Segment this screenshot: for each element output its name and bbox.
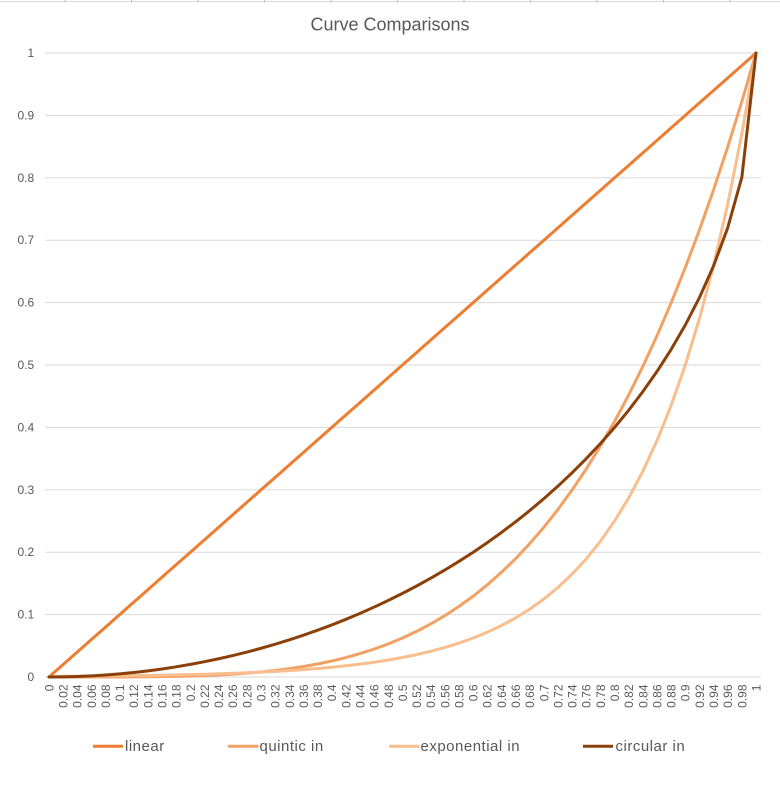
svg-text:0.28: 0.28: [240, 684, 254, 708]
svg-text:0.1: 0.1: [18, 608, 35, 622]
svg-text:linear: linear: [125, 738, 165, 755]
svg-text:0.54: 0.54: [424, 684, 438, 708]
svg-text:0.2: 0.2: [184, 684, 198, 701]
svg-text:0.86: 0.86: [650, 684, 664, 708]
svg-text:0.48: 0.48: [382, 684, 396, 708]
svg-text:0.96: 0.96: [721, 684, 735, 708]
svg-text:0.12: 0.12: [127, 684, 141, 708]
svg-text:0.88: 0.88: [665, 684, 679, 708]
svg-text:0.56: 0.56: [438, 684, 452, 708]
svg-text:1: 1: [749, 684, 763, 691]
svg-text:0.92: 0.92: [693, 684, 707, 708]
svg-text:0.52: 0.52: [410, 684, 424, 708]
svg-text:0.5: 0.5: [18, 358, 35, 372]
svg-text:circular in: circular in: [616, 738, 686, 755]
svg-text:0.4: 0.4: [325, 684, 339, 701]
svg-text:0.9: 0.9: [18, 108, 35, 122]
svg-text:0.46: 0.46: [368, 684, 382, 708]
svg-text:0.8: 0.8: [608, 684, 622, 701]
svg-text:0.84: 0.84: [636, 684, 650, 708]
svg-text:0.2: 0.2: [18, 545, 35, 559]
svg-text:0.3: 0.3: [255, 684, 269, 701]
svg-text:0.44: 0.44: [353, 684, 367, 708]
svg-text:0.14: 0.14: [141, 684, 155, 708]
svg-text:0.16: 0.16: [156, 684, 170, 708]
svg-text:0.64: 0.64: [495, 684, 509, 708]
svg-text:0.82: 0.82: [622, 684, 636, 708]
svg-text:0: 0: [42, 684, 56, 691]
svg-text:0.34: 0.34: [283, 684, 297, 708]
svg-text:0.74: 0.74: [566, 684, 580, 708]
svg-text:0.38: 0.38: [311, 684, 325, 708]
svg-text:0.32: 0.32: [269, 684, 283, 708]
svg-text:quintic in: quintic in: [260, 738, 324, 755]
svg-text:0.76: 0.76: [580, 684, 594, 708]
svg-text:0.72: 0.72: [551, 684, 565, 708]
svg-text:0.8: 0.8: [18, 171, 35, 185]
svg-text:0.26: 0.26: [226, 684, 240, 708]
svg-text:0.7: 0.7: [18, 233, 35, 247]
svg-text:0.04: 0.04: [71, 684, 85, 708]
svg-text:0.94: 0.94: [707, 684, 721, 708]
svg-text:0.24: 0.24: [212, 684, 226, 708]
svg-text:0.9: 0.9: [679, 684, 693, 701]
svg-text:0.6: 0.6: [18, 296, 35, 310]
svg-text:0: 0: [28, 670, 35, 684]
svg-text:0.42: 0.42: [339, 684, 353, 708]
svg-text:0.78: 0.78: [594, 684, 608, 708]
svg-text:0.68: 0.68: [523, 684, 537, 708]
svg-text:0.7: 0.7: [537, 684, 551, 701]
svg-text:0.6: 0.6: [467, 684, 481, 701]
svg-text:0.66: 0.66: [509, 684, 523, 708]
svg-text:0.18: 0.18: [170, 684, 184, 708]
svg-text:1: 1: [28, 46, 35, 60]
svg-text:0.08: 0.08: [99, 684, 113, 708]
svg-text:0.5: 0.5: [396, 684, 410, 701]
svg-text:0.98: 0.98: [735, 684, 749, 708]
svg-text:0.62: 0.62: [481, 684, 495, 708]
svg-text:0.4: 0.4: [18, 420, 35, 434]
svg-text:0.06: 0.06: [85, 684, 99, 708]
svg-text:0.3: 0.3: [18, 483, 35, 497]
svg-text:0.1: 0.1: [113, 684, 127, 701]
svg-text:0.22: 0.22: [198, 684, 212, 708]
svg-text:0.02: 0.02: [57, 684, 71, 708]
svg-text:0.58: 0.58: [452, 684, 466, 708]
svg-text:exponential in: exponential in: [421, 738, 521, 755]
svg-text:0.36: 0.36: [297, 684, 311, 708]
svg-text:Curve Comparisons: Curve Comparisons: [310, 15, 469, 35]
